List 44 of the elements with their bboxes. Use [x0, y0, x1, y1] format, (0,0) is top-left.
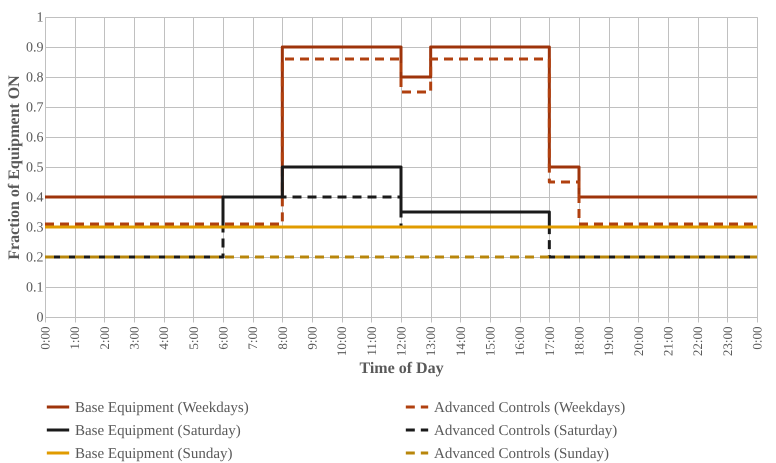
- x-tick-label: 4:00: [156, 326, 172, 350]
- y-tick-label: 0.1: [26, 280, 44, 296]
- x-tick-label: 20:00: [630, 326, 646, 356]
- y-tick-label: 0.3: [26, 220, 44, 236]
- x-tick-label: 0:00: [38, 326, 52, 350]
- y-tick-label: 1: [36, 10, 44, 26]
- legend-label: Advanced Controls (Saturday): [434, 423, 618, 439]
- x-tick-label: 6:00: [216, 326, 230, 350]
- x-tick-label: 5:00: [186, 326, 201, 350]
- x-tick-label: 2:00: [96, 326, 112, 350]
- y-tick-label: 0.9: [26, 40, 44, 56]
- x-tick-label: 9:00: [304, 326, 320, 350]
- x-tick-label: 11:00: [364, 326, 379, 356]
- y-axis-title: Fraction of Equipment ON: [6, 74, 23, 260]
- x-tick-label: 18:00: [572, 326, 586, 356]
- x-tick-label: 14:00: [452, 326, 468, 356]
- x-tick-label: 23:00: [720, 326, 735, 356]
- y-tick-label: 0.5: [26, 160, 44, 176]
- x-tick-label: 19:00: [601, 326, 616, 356]
- legend-label: Advanced Controls (Sunday): [434, 446, 609, 462]
- legend-label: Base Equipment (Saturday): [75, 423, 241, 439]
- y-tick-label: 0.4: [26, 190, 44, 206]
- x-tick-label: 7:00: [245, 326, 260, 350]
- y-tick-label: 0.2: [26, 250, 44, 266]
- x-tick-label: 0:00: [750, 326, 764, 350]
- x-tick-label: 21:00: [660, 326, 676, 356]
- x-axis-title: Time of Day: [359, 360, 444, 378]
- y-tick-label: 0.6: [26, 130, 44, 146]
- x-tick-label: 17:00: [542, 326, 557, 356]
- legend-label: Base Equipment (Sunday): [75, 446, 232, 462]
- legend-label: Advanced Controls (Weekdays): [434, 400, 626, 416]
- y-tick-label: 0.8: [26, 70, 44, 86]
- x-tick-label: 3:00: [126, 326, 142, 350]
- x-tick-label: 8:00: [274, 326, 290, 350]
- y-tick-label: 0.7: [26, 100, 44, 116]
- y-tick-label: 0: [36, 310, 44, 326]
- x-tick-label: 13:00: [423, 326, 438, 356]
- x-tick-label: 12:00: [394, 326, 408, 356]
- x-tick-label: 10:00: [334, 326, 350, 356]
- x-tick-label: 22:00: [690, 326, 706, 356]
- legend-label: Base Equipment (Weekdays): [75, 400, 249, 416]
- x-tick-label: 1:00: [67, 326, 82, 350]
- x-tick-label: 15:00: [482, 326, 498, 356]
- x-tick-label: 16:00: [512, 326, 528, 356]
